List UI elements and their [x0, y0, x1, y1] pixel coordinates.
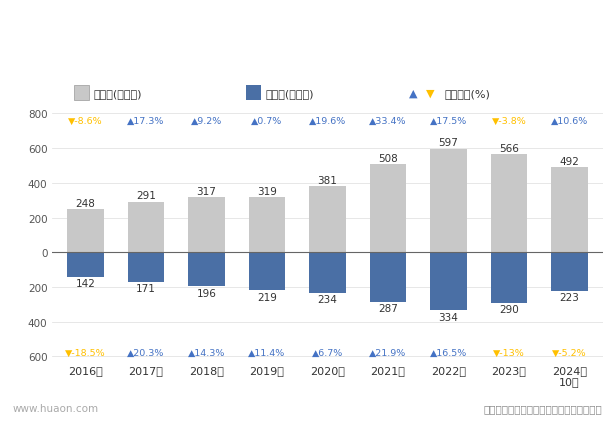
Text: ▲6.7%: ▲6.7% [312, 348, 343, 357]
Bar [128, 253, 164, 282]
Bar [309, 187, 346, 253]
Text: ❙ 华经情报网: ❙ 华经情报网 [12, 12, 61, 25]
Text: 508: 508 [378, 153, 398, 163]
Text: ▼-18.5%: ▼-18.5% [65, 348, 106, 357]
Text: 2016-2024年10月湖北省(境内目的地/货源地)进、出口额: 2016-2024年10月湖北省(境内目的地/货源地)进、出口额 [159, 50, 456, 65]
Text: 219: 219 [257, 292, 277, 302]
Bar [188, 253, 224, 287]
Text: ▲21.9%: ▲21.9% [370, 348, 407, 357]
Bar [249, 253, 285, 291]
Text: 171: 171 [136, 284, 156, 294]
Text: ▲0.7%: ▲0.7% [252, 117, 283, 126]
Bar [430, 150, 467, 253]
Text: ▼-5.2%: ▼-5.2% [552, 348, 587, 357]
Text: 196: 196 [197, 288, 216, 298]
Text: 234: 234 [317, 294, 338, 305]
Bar [491, 155, 527, 253]
Bar [188, 198, 224, 253]
Text: ▲17.3%: ▲17.3% [127, 117, 165, 126]
Text: ▲11.4%: ▲11.4% [248, 348, 285, 357]
Text: 专业严谨 ● 客观科学: 专业严谨 ● 客观科学 [529, 12, 603, 25]
Bar [551, 253, 587, 291]
Bar [370, 165, 406, 253]
Text: 出口额(亿美元): 出口额(亿美元) [93, 89, 142, 99]
Text: ▼-13%: ▼-13% [493, 348, 525, 357]
Text: 492: 492 [560, 156, 579, 166]
Text: ▲33.4%: ▲33.4% [369, 117, 407, 126]
Text: 566: 566 [499, 144, 519, 153]
Text: 334: 334 [438, 312, 458, 322]
Text: ▼-8.6%: ▼-8.6% [68, 117, 103, 126]
Text: ▲10.6%: ▲10.6% [551, 117, 588, 126]
Bar [370, 253, 406, 302]
Text: ▲20.3%: ▲20.3% [127, 348, 165, 357]
Bar [68, 210, 104, 253]
Text: 291: 291 [136, 191, 156, 201]
Bar [246, 86, 261, 101]
Text: ▲9.2%: ▲9.2% [191, 117, 222, 126]
Text: ▲14.3%: ▲14.3% [188, 348, 225, 357]
Text: ▲19.6%: ▲19.6% [309, 117, 346, 126]
Text: 248: 248 [76, 199, 95, 208]
Text: ▲17.5%: ▲17.5% [430, 117, 467, 126]
Bar [430, 253, 467, 311]
Text: 381: 381 [317, 176, 338, 185]
Text: ▲: ▲ [409, 89, 418, 99]
Bar [249, 198, 285, 253]
Bar [309, 253, 346, 293]
Text: ▼: ▼ [426, 89, 435, 99]
Text: ▲16.5%: ▲16.5% [430, 348, 467, 357]
Bar [68, 253, 104, 277]
Text: 数据来源：中国海关、华经产业研究院整理: 数据来源：中国海关、华经产业研究院整理 [484, 403, 603, 413]
Text: 319: 319 [257, 186, 277, 196]
Text: 597: 597 [438, 138, 458, 148]
Text: 290: 290 [499, 304, 519, 314]
Text: 287: 287 [378, 304, 398, 314]
Text: 317: 317 [197, 187, 216, 196]
Bar [74, 86, 89, 101]
Text: 进口额(亿美元): 进口额(亿美元) [266, 89, 314, 99]
Text: 142: 142 [76, 279, 95, 288]
Text: 同比增长(%): 同比增长(%) [444, 89, 490, 99]
Bar [551, 167, 587, 253]
Text: www.huaon.com: www.huaon.com [12, 403, 98, 413]
Text: 223: 223 [560, 293, 579, 302]
Text: ▼-3.8%: ▼-3.8% [491, 117, 526, 126]
Bar [128, 202, 164, 253]
Bar [491, 253, 527, 303]
